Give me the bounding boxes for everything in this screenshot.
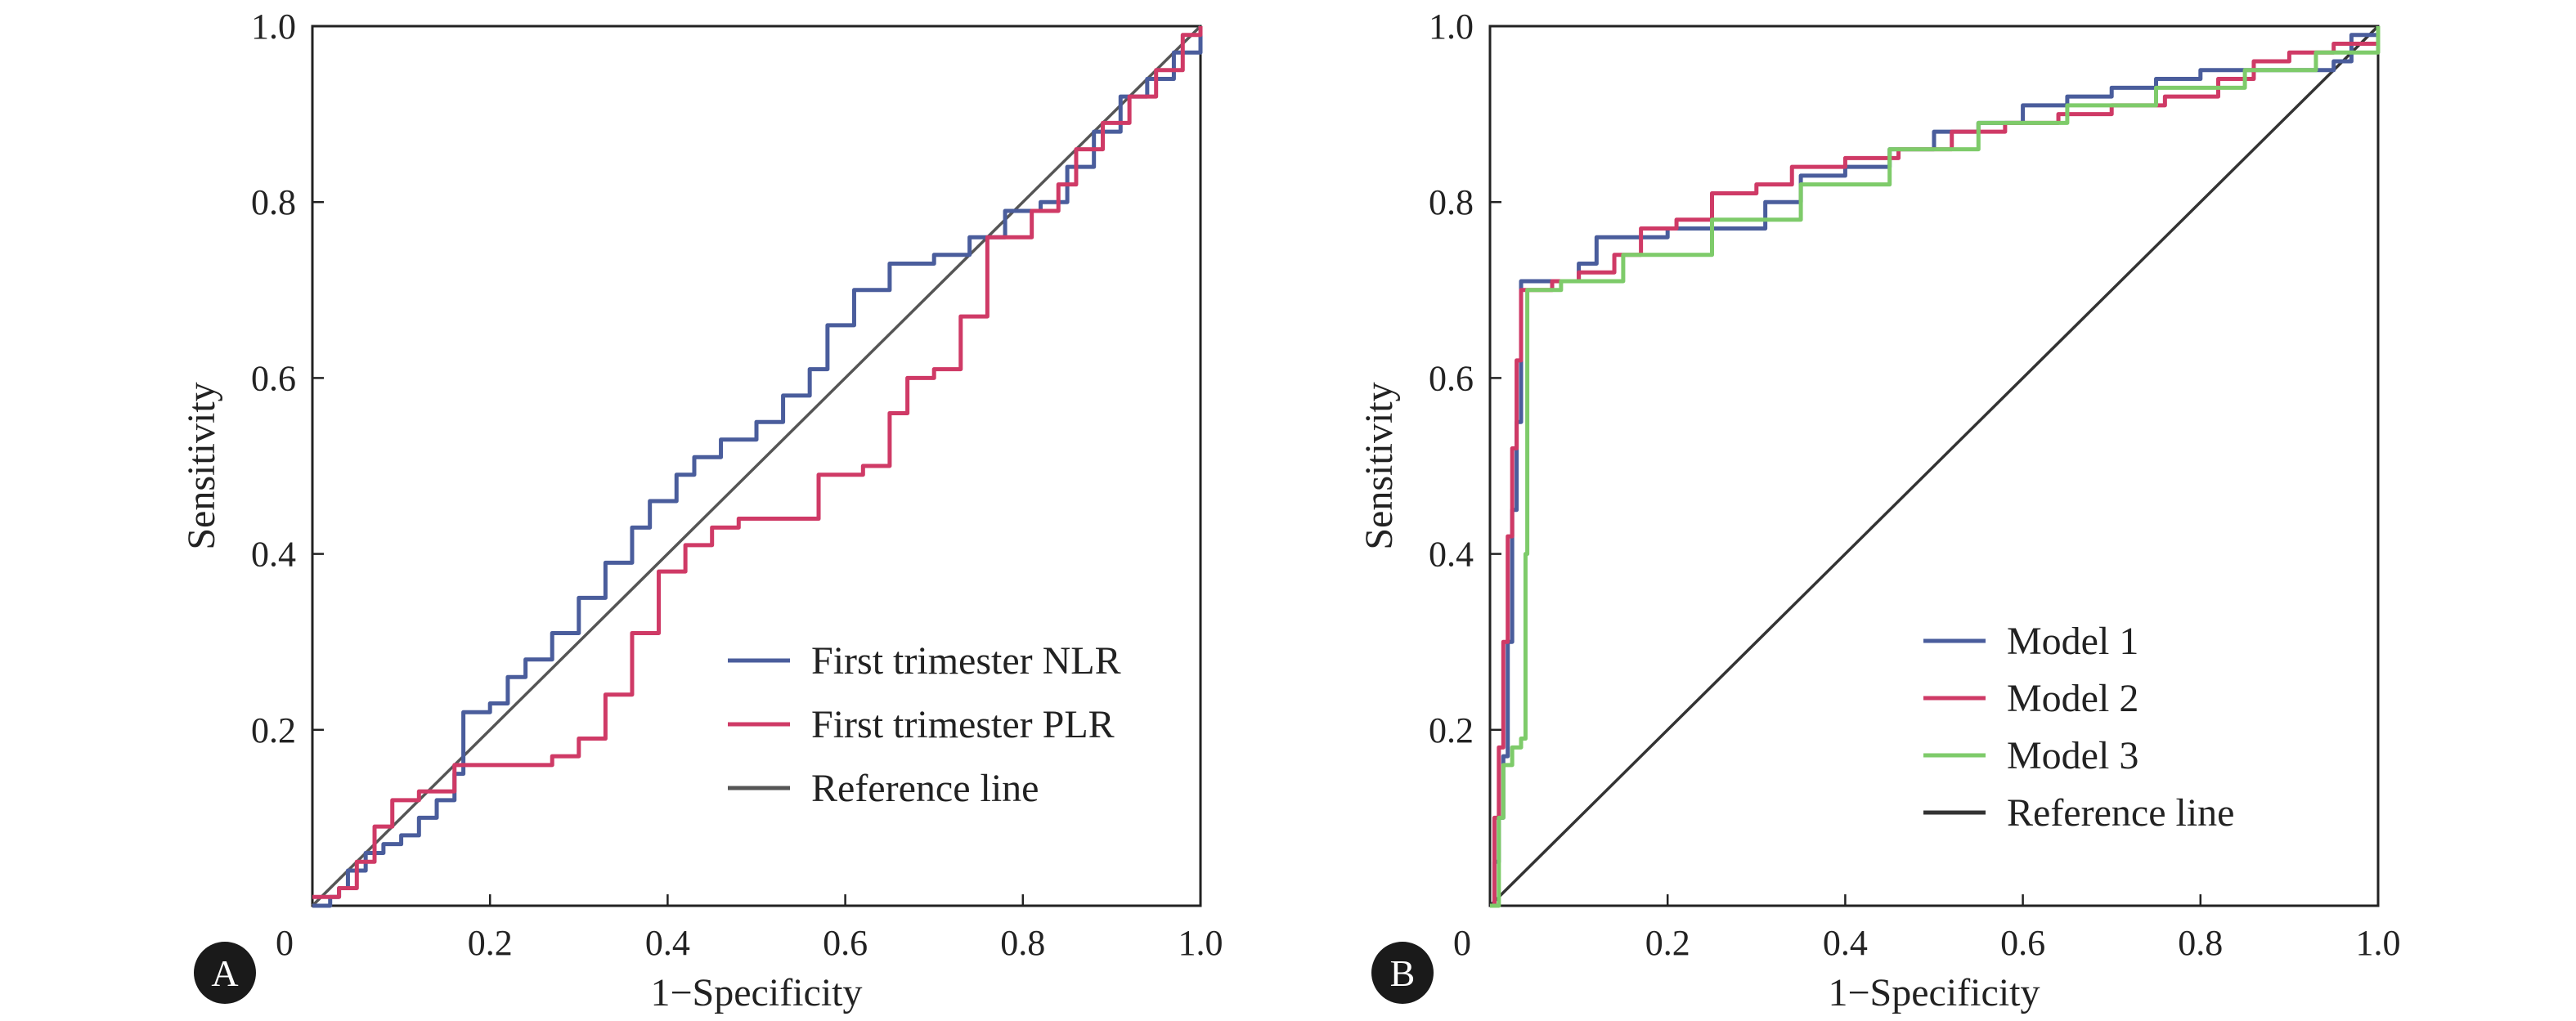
panel-a-x-tick-labels: 0.2 0.4 0.6 0.8 1.0 — [468, 923, 1223, 963]
panel-b-y-tick-label: 0.4 — [1429, 535, 1474, 575]
panel-a-series-reference-line — [311, 25, 1202, 907]
panel-b-x-axis-label: 1−Specificity — [1828, 971, 2040, 1014]
panel-b-legend-reference-line-label: Reference line — [2007, 791, 2234, 835]
panel-a-series-first-trimester-nlr — [312, 26, 1203, 908]
panel-a-origin-label: 0 — [276, 923, 294, 963]
panel-b-y-tick-label: 0.2 — [1429, 710, 1474, 750]
panel-b-x-tick-label: 0.6 — [2000, 923, 2045, 963]
panel-a-plot-frame — [311, 25, 1202, 907]
panel-a-y-tick-labels: 0.2 0.4 0.6 0.8 1.0 — [251, 7, 296, 750]
panel-a-y-tick-label: 0.2 — [251, 710, 296, 750]
panel-a-x-tick-label: 0.2 — [468, 923, 513, 963]
panel-b-plot-frame — [1488, 25, 2380, 907]
panel-b-x-tick-label: 0.4 — [1823, 923, 1868, 963]
panel-a-series — [311, 25, 1203, 908]
panel-b-ticks — [1488, 25, 2380, 906]
panel-a-x-tick-label: 0.8 — [1000, 923, 1045, 963]
panel-b-y-tick-label: 0.6 — [1429, 358, 1474, 398]
panel-b-x-tick-label: 1.0 — [2356, 923, 2401, 963]
panel-a-chart: 0 0.2 0.4 0.6 0.8 1.0 0.2 0.4 0.6 0.8 1.0 1−Spec… — [180, 7, 1223, 1014]
panel-b-badge — [1371, 942, 1434, 1004]
panel-a-badge-label: A — [211, 952, 238, 994]
panel-b-series-model-3 — [1490, 26, 2381, 908]
panel-b-badge-label: B — [1390, 952, 1416, 994]
panel-b-x-tick-labels: 0.2 0.4 0.6 0.8 1.0 — [1645, 923, 2401, 963]
panel-b-series-model-2 — [1490, 26, 2381, 908]
panel-a-y-tick-label: 0.6 — [251, 358, 296, 398]
panel-b-y-tick-labels: 0.2 0.4 0.6 0.8 1.0 — [1429, 7, 1474, 750]
panel-a-x-tick-label: 1.0 — [1178, 923, 1223, 963]
panel-b-series-reference-line — [1488, 25, 2380, 907]
panel-a-y-tick-label: 1.0 — [251, 7, 296, 47]
panel-b-legend-model-1-label: Model 1 — [2007, 620, 2138, 663]
panel-a-badge — [194, 942, 256, 1004]
panel-a-series-first-trimester-plr — [312, 26, 1203, 899]
panel-a-x-tick-label: 0.6 — [823, 923, 868, 963]
panel-a-x-axis-label: 1−Specificity — [650, 971, 862, 1014]
panel-a-legend: First trimester NLR First trimester PLR Re… — [728, 639, 1121, 810]
panel-a-y-axis-label: Sensitivity — [180, 382, 223, 549]
panel-b-y-tick-label: 0.8 — [1429, 182, 1474, 222]
panel-b-legend-model-2-label: Model 2 — [2007, 677, 2138, 720]
panel-a-legend-first-trimester-plr-label: First trimester PLR — [811, 703, 1115, 746]
panel-a-legend-first-trimester-nlr-label: First trimester NLR — [811, 639, 1121, 683]
panel-b-x-tick-label: 0.8 — [2178, 923, 2223, 963]
panel-a-y-tick-label: 0.4 — [251, 535, 296, 575]
panel-a-y-tick-label: 0.8 — [251, 182, 296, 222]
panel-b-legend-model-3-label: Model 3 — [2007, 734, 2138, 777]
panel-b-origin-label: 0 — [1453, 923, 1471, 963]
panel-b-chart: 0 0.2 0.4 0.6 0.8 1.0 0.2 0.4 0.6 0.8 1.0 1−Spec… — [1358, 7, 2401, 1014]
panel-a-legend-reference-line-label: Reference line — [811, 767, 1039, 810]
panel-b-y-axis-label: Sensitivity — [1358, 382, 1401, 549]
panel-b-y-tick-label: 1.0 — [1429, 7, 1474, 47]
panel-a-x-tick-label: 0.4 — [645, 923, 690, 963]
panel-b-legend: Model 1 Model 2 Model 3 Reference line — [1923, 620, 2234, 835]
panel-b-x-tick-label: 0.2 — [1645, 923, 1690, 963]
panel-b-series — [1488, 25, 2381, 908]
